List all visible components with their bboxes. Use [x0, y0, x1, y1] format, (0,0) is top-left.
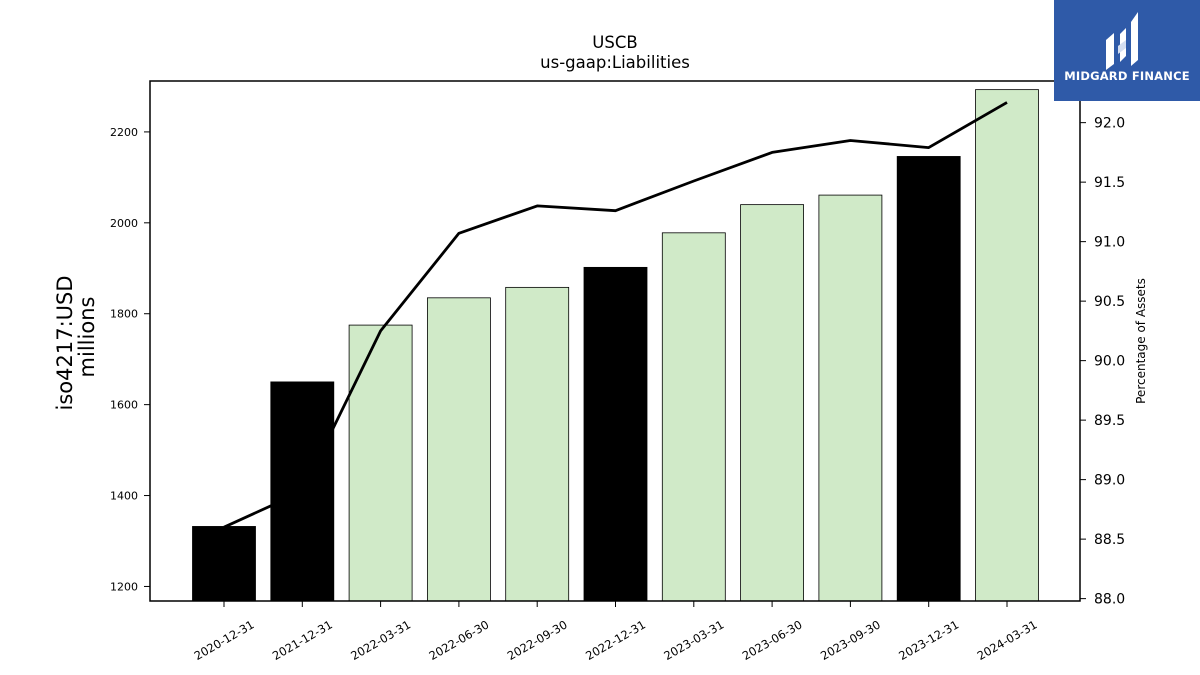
y2-tick-label: 90.0	[1094, 354, 1125, 370]
bar-2023-03-31	[661, 232, 726, 602]
y2-axis-label: Percentage of Assets	[1134, 278, 1148, 404]
x-tick-label: 2023-12-31	[896, 617, 961, 663]
bar-2023-09-30	[818, 194, 883, 602]
x-tick-label: 2023-06-30	[740, 617, 805, 663]
y2-tick-label: 91.5	[1094, 175, 1125, 191]
y-axis-label-line1: iso4217:USD	[53, 275, 77, 410]
x-tick-label: 2023-09-30	[818, 617, 883, 663]
y2-tick-label: 88.0	[1094, 592, 1125, 608]
y2-tick-label: 92.0	[1094, 116, 1125, 132]
logo-text: MIDGARD FINANCE	[1064, 69, 1190, 83]
midgard-finance-logo: MIDGARD FINANCE	[1054, 0, 1200, 101]
x-tick-label: 2022-06-30	[427, 617, 492, 663]
y-tick-label: 1600	[110, 399, 138, 412]
bar-2022-12-31	[583, 266, 648, 602]
y-tick-label: 1200	[110, 580, 138, 593]
y-tick-label: 1400	[110, 490, 138, 503]
chart-subtitle: us-gaap:Liabilities	[540, 53, 690, 72]
x-tick-label: 2020-12-31	[192, 617, 257, 663]
bar-2022-06-30	[426, 297, 491, 602]
bar-2023-12-31	[896, 156, 961, 602]
y2-tick-label: 88.5	[1094, 532, 1125, 548]
right-axis-ticks: 88.0 88.5 89.0 89.5 90.0 90.5 91.0 91.5 92.0	[1080, 116, 1125, 608]
y2-tick-label: 91.0	[1094, 235, 1125, 251]
y-axis-label-line2: millions	[75, 297, 99, 378]
bar-2023-06-30	[740, 204, 804, 602]
logo-mark-icon	[1106, 12, 1138, 70]
x-tick-label: 2022-03-31	[348, 617, 413, 663]
x-tick-label: 2022-12-31	[583, 617, 648, 663]
bars-group	[192, 89, 1039, 602]
bar-2020-12-31	[192, 526, 256, 602]
bar-2022-03-31	[348, 324, 413, 602]
y-tick-label: 2200	[110, 126, 138, 139]
bar-2024-03-31	[975, 89, 1039, 602]
y-tick-label: 2000	[110, 217, 138, 230]
line-group	[223, 101, 1008, 529]
x-axis-ticks: 2020-12-31 2021-12-31 2022-03-31 2022-06-30…	[192, 601, 1040, 663]
y-tick-label: 1800	[110, 308, 138, 321]
x-tick-label: 2023-03-31	[661, 617, 726, 663]
y2-tick-label: 89.5	[1094, 413, 1125, 429]
x-tick-label: 2022-09-30	[505, 617, 570, 663]
y2-tick-label: 90.5	[1094, 294, 1125, 310]
bar-2022-09-30	[505, 286, 570, 602]
chart-title: USCB	[592, 33, 637, 52]
y2-tick-label: 89.0	[1094, 473, 1125, 489]
x-tick-label: 2024-03-31	[975, 617, 1040, 663]
left-axis-ticks: 1200 1400 1600 1800 2000 2200	[110, 126, 150, 593]
x-tick-label: 2021-12-31	[270, 617, 335, 663]
